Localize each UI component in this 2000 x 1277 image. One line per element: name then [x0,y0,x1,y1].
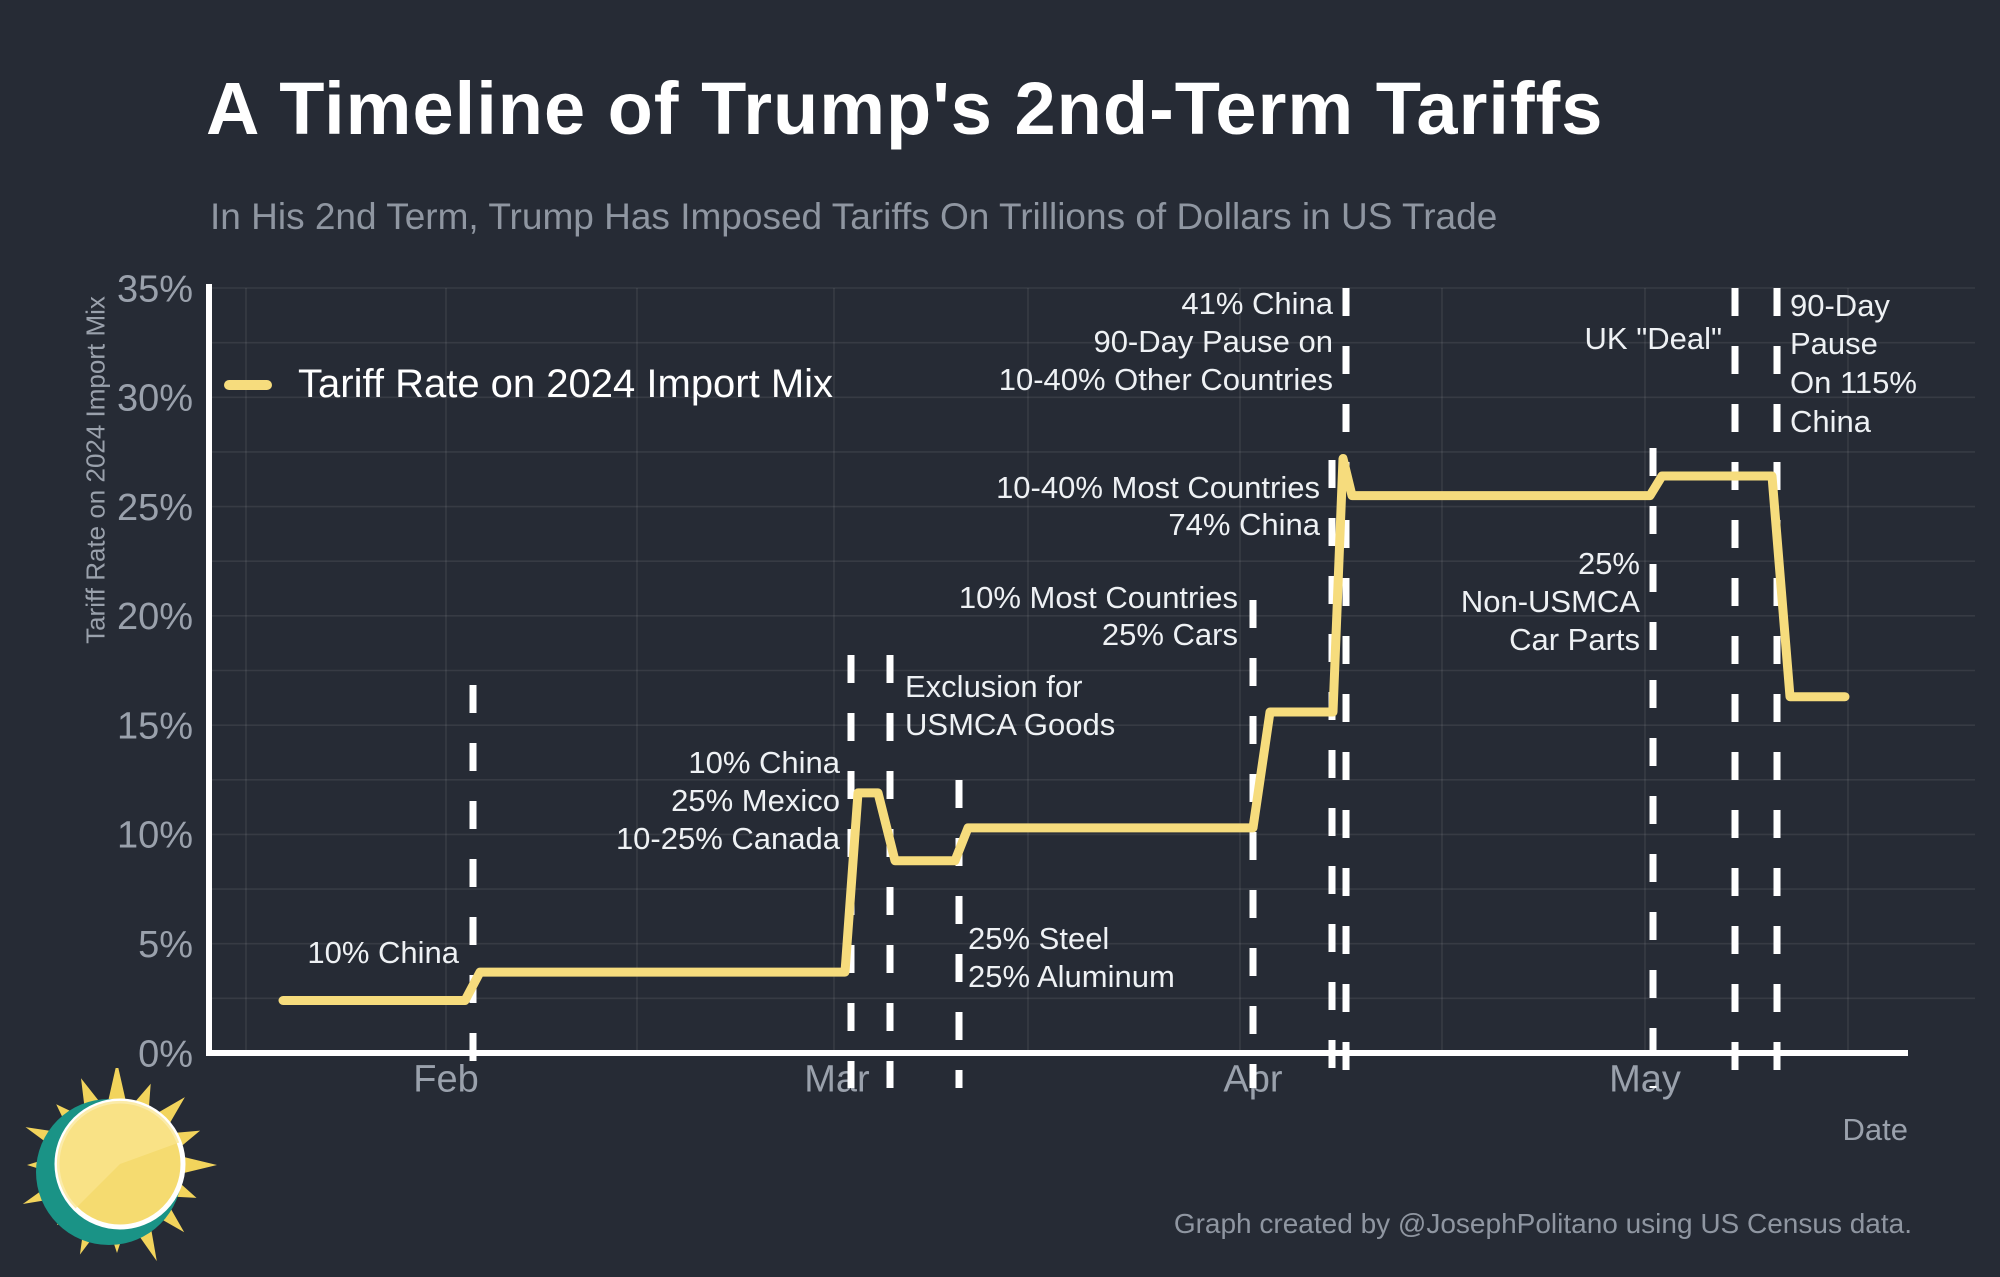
page-subtitle: In His 2nd Term, Trump Has Imposed Tarif… [210,196,1498,237]
event-annotation: 10% China [688,745,840,780]
event-annotation: 10% China [307,935,459,970]
event-annotation: 25% Mexico [671,783,840,818]
x-tick-label: May [1609,1058,1681,1100]
legend: Tariff Rate on 2024 Import Mix [224,362,833,407]
event-annotation: 10-40% Most Countries [996,470,1320,505]
y-tick-label: 15% [117,705,193,747]
event-annotation: 10% Most Countries [959,580,1238,615]
page-title: A Timeline of Trump's 2nd-Term Tariffs [206,67,1604,150]
event-annotation: 90-Day [1790,288,1890,323]
event-annotation: 25% Cars [1102,617,1238,652]
event-annotation: Exclusion for [905,669,1082,704]
legend-label: Tariff Rate on 2024 Import Mix [298,362,834,406]
event-annotation: Car Parts [1509,622,1640,657]
sun-logo [22,1068,217,1262]
x-axis-title: Date [1842,1112,1908,1147]
x-tick-label: Mar [804,1058,870,1100]
event-annotation: 74% China [1168,507,1320,542]
footer-credit: Graph created by @JosephPolitano using U… [1173,1208,1912,1239]
y-tick-label: 25% [117,487,193,529]
event-annotation: 25% Aluminum [968,959,1175,994]
event-annotation: China [1790,404,1872,439]
event-annotation: On 115% [1790,365,1917,400]
event-annotation: UK "Deal" [1585,321,1722,356]
event-annotation: 10-25% Canada [616,821,841,856]
event-annotation: USMCA Goods [905,707,1115,742]
x-tick-label: Feb [413,1058,478,1100]
event-annotation: 41% China [1181,286,1333,321]
y-tick-label: 0% [138,1033,193,1075]
tariff-rate-line [278,454,1850,1005]
sun-disc-highlight [56,1100,180,1209]
event-annotation: Pause [1790,326,1878,361]
y-tick-label: 30% [117,378,193,420]
y-tick-label: 5% [138,924,193,966]
event-annotation: 25% Steel [968,921,1109,956]
event-annotation: Non-USMCA [1461,584,1640,619]
event-annotation: 90-Day Pause on [1093,324,1333,359]
y-tick-label: 10% [117,815,193,857]
event-annotation: 10-40% Other Countries [999,362,1333,397]
event-annotation: 25% [1578,546,1640,581]
y-tick-label: 35% [117,268,193,310]
legend-line-swatch [224,379,272,390]
y-tick-label: 20% [117,596,193,638]
